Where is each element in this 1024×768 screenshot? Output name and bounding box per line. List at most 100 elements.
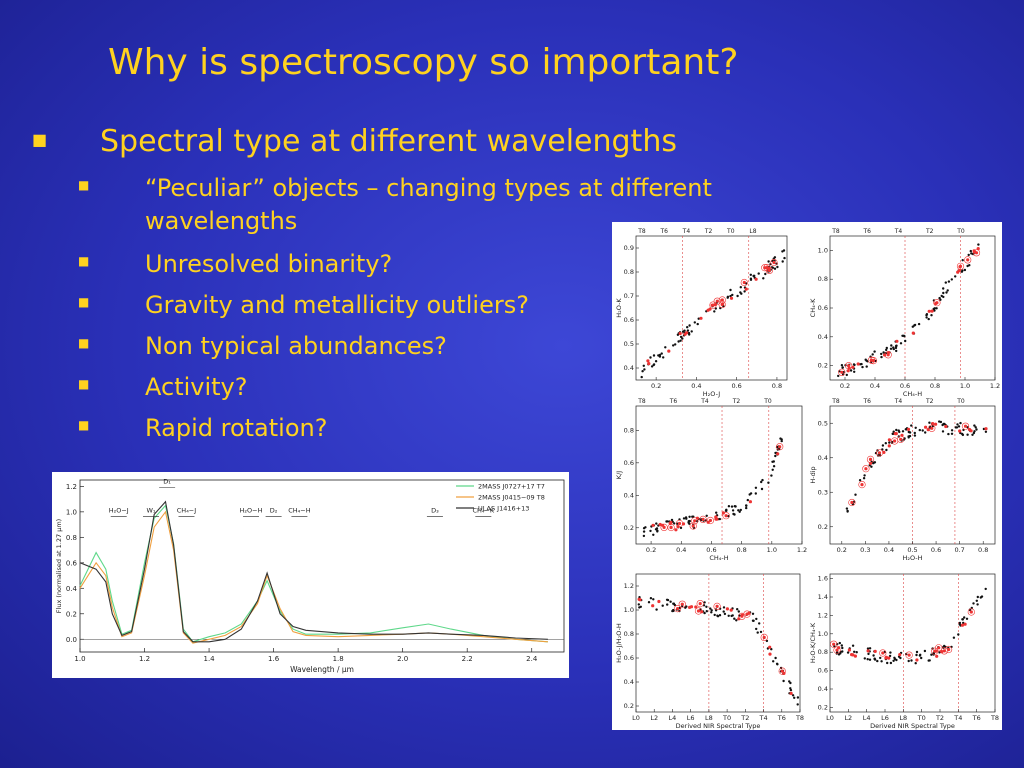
highlighted-point-ring <box>833 646 841 654</box>
data-point <box>679 339 682 342</box>
data-point <box>677 340 680 343</box>
data-point <box>710 611 713 614</box>
top-tick-label: T6 <box>863 228 872 235</box>
data-point <box>642 530 646 533</box>
data-point <box>885 348 888 352</box>
data-point <box>749 273 752 276</box>
highlighted-point <box>911 331 915 335</box>
data-point <box>873 657 876 661</box>
data-point <box>984 587 987 591</box>
y-tick-label: 0.0 <box>66 636 77 644</box>
data-point <box>773 267 777 270</box>
data-point <box>925 313 929 316</box>
data-point <box>696 322 699 326</box>
highlighted-point <box>691 524 695 528</box>
data-point <box>760 480 763 484</box>
highlighted-point <box>715 604 719 608</box>
highlighted-point <box>674 528 678 532</box>
data-point <box>782 679 785 683</box>
y-axis-label: H-dip <box>809 466 817 483</box>
data-point <box>895 428 898 432</box>
data-point <box>889 661 893 665</box>
data-point <box>938 651 941 654</box>
data-point <box>705 610 708 613</box>
data-point <box>655 527 659 530</box>
x-tick-label: T4 <box>759 714 768 722</box>
highlighted-point <box>780 669 784 673</box>
highlighted-point <box>647 362 651 366</box>
data-point <box>754 486 758 489</box>
highlighted-point <box>893 432 897 436</box>
highlighted-point <box>837 646 841 650</box>
data-point <box>697 317 700 320</box>
x-tick-label: 0.8 <box>736 546 746 554</box>
data-point <box>917 322 921 326</box>
data-point <box>655 522 658 525</box>
data-point <box>886 661 889 665</box>
bullet-square-icon: ■ <box>78 254 90 268</box>
data-point <box>770 648 773 651</box>
top-tick-label: T4 <box>894 228 903 235</box>
bullet-square-icon: ■ <box>78 336 90 350</box>
highlighted-point <box>699 316 703 320</box>
data-point <box>774 451 777 455</box>
data-point <box>884 442 887 445</box>
highlighted-point <box>984 427 988 431</box>
highlighted-point <box>942 649 946 653</box>
bullet-square-icon: ■ <box>78 178 90 192</box>
annotation-label: D₂ <box>270 507 278 515</box>
highlighted-point <box>768 652 772 656</box>
highlighted-point <box>677 521 682 526</box>
highlighted-point-ring <box>706 516 714 525</box>
x-axis-label: Wavelength / μm <box>290 665 354 674</box>
x-tick-label: 0.2 <box>837 546 847 554</box>
data-point <box>967 253 970 257</box>
plot-frame <box>635 235 788 381</box>
data-point <box>666 598 670 602</box>
highlighted-point <box>729 608 733 612</box>
data-point <box>888 441 891 444</box>
top-tick-label: T8 <box>637 398 646 405</box>
y-tick-label: 0.5 <box>624 340 634 348</box>
highlighted-point <box>694 605 698 609</box>
data-point <box>895 344 898 347</box>
data-point <box>669 600 672 603</box>
data-point <box>868 647 872 650</box>
data-point <box>851 644 855 647</box>
data-point <box>652 363 655 367</box>
data-point <box>930 314 933 317</box>
data-point <box>679 335 683 339</box>
y-tick-label: 0.2 <box>624 524 634 532</box>
x-tick-label: 0.8 <box>930 382 940 390</box>
x-tick-label: T8 <box>795 714 804 722</box>
data-point <box>901 430 905 433</box>
y-axis-label: Flux (normalised at 1.27 μm) <box>55 519 63 613</box>
highlighted-point <box>846 369 850 373</box>
highlighted-point <box>789 691 793 695</box>
data-point <box>665 520 668 523</box>
x-tick-label: L2 <box>844 714 852 722</box>
data-point <box>867 652 870 656</box>
sub-bullet-text: Gravity and metallicity outliers? <box>145 291 529 319</box>
data-point <box>885 448 888 452</box>
data-point <box>641 370 644 373</box>
highlighted-point-ring <box>699 515 707 524</box>
data-point <box>895 658 898 662</box>
data-point <box>754 492 757 495</box>
highlighted-point <box>651 604 655 608</box>
highlighted-point-ring <box>738 612 746 620</box>
highlighted-point-ring <box>838 368 846 376</box>
x-tick-label: 0.7 <box>954 546 964 554</box>
data-point <box>666 603 669 606</box>
highlighted-point-ring <box>875 449 884 457</box>
y-tick-label: 0.7 <box>624 292 634 300</box>
highlighted-point <box>958 265 962 269</box>
data-point <box>893 656 896 659</box>
data-point <box>914 662 917 665</box>
highlighted-point <box>963 622 967 626</box>
data-point <box>650 365 654 368</box>
x-tick-label: 1.4 <box>203 655 215 663</box>
data-point <box>881 444 885 447</box>
series-line <box>79 500 548 643</box>
data-point <box>956 423 959 426</box>
